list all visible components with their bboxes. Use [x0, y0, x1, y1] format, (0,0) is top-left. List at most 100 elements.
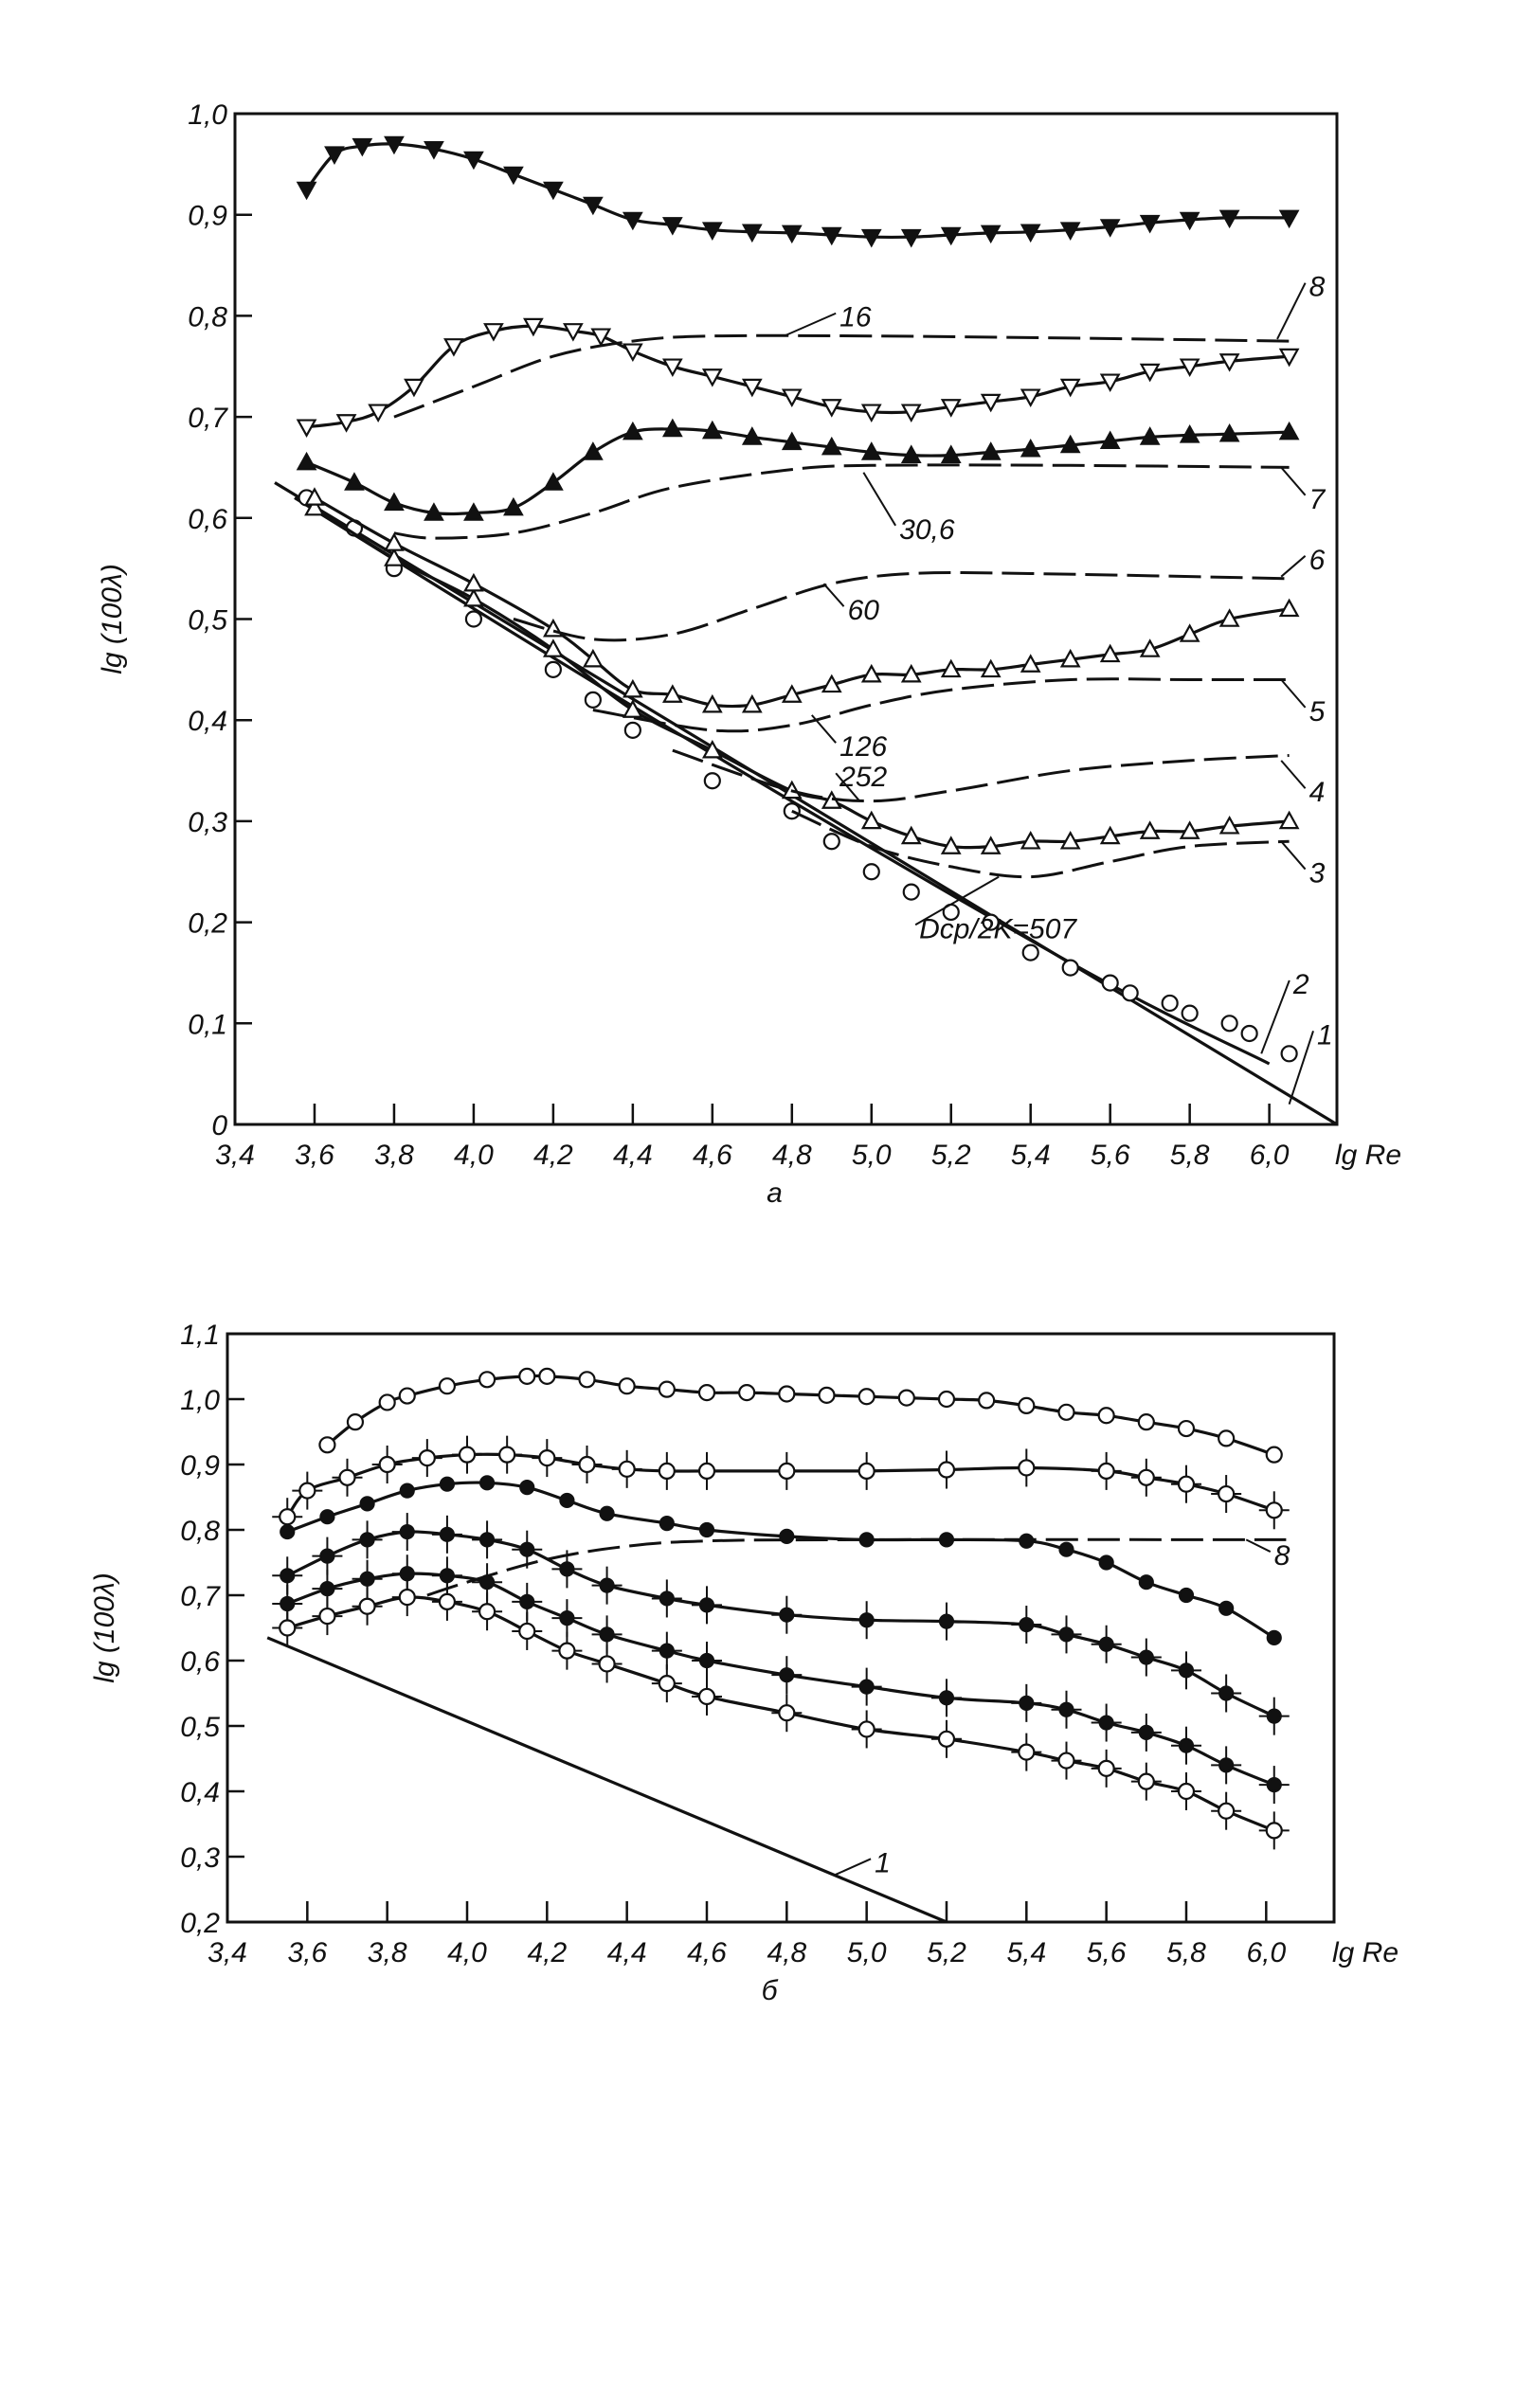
- data-point: [1020, 830, 1041, 850]
- y-tick-label: 0: [211, 1110, 227, 1141]
- annotation-label: 2: [1292, 969, 1309, 1000]
- data-point: [519, 1541, 535, 1557]
- data-point: [1137, 1413, 1155, 1431]
- data-point: [1177, 1419, 1196, 1438]
- data-point: [1181, 1004, 1199, 1022]
- y-tick-label: 1,0: [180, 1385, 220, 1416]
- data-point: [1020, 388, 1041, 408]
- data-point: [900, 404, 922, 423]
- data-point: [1059, 648, 1081, 668]
- data-point: [1179, 820, 1200, 839]
- data-point: [1179, 211, 1200, 231]
- data-point: [538, 1448, 556, 1467]
- data-point: [1059, 830, 1081, 850]
- series-curve-5-126-: [592, 677, 1290, 733]
- data-point: [1218, 1484, 1236, 1503]
- data-point: [1278, 348, 1300, 368]
- annotation-label: 6: [1309, 545, 1326, 576]
- data-point: [897, 1389, 915, 1407]
- y-tick-label: 0,3: [188, 807, 227, 838]
- data-point: [1138, 1724, 1154, 1741]
- data-point: [498, 1446, 516, 1464]
- data-point: [1098, 1554, 1114, 1571]
- data-point: [741, 378, 763, 398]
- data-point: [280, 1595, 296, 1612]
- data-point: [438, 1592, 457, 1611]
- series-line: [286, 1481, 1275, 1640]
- data-point: [1020, 438, 1041, 458]
- data-point: [703, 772, 721, 790]
- data-point: [698, 1652, 715, 1669]
- data-point: [1099, 219, 1121, 238]
- data-point: [1177, 1475, 1196, 1493]
- data-point: [781, 388, 803, 408]
- annotation-leader: [914, 875, 1000, 926]
- data-point: [1097, 1759, 1115, 1777]
- annotation-leader: [1280, 466, 1307, 496]
- data-point: [1218, 1802, 1236, 1820]
- data-point: [779, 1667, 795, 1683]
- data-point: [439, 1568, 456, 1584]
- data-point: [1058, 1701, 1074, 1717]
- data-point: [980, 441, 1002, 460]
- data-point: [1098, 1715, 1114, 1731]
- series-curve-6-60-: [513, 570, 1290, 642]
- annotation-leader: [1276, 282, 1307, 340]
- data-point: [583, 441, 604, 460]
- data-point: [698, 1521, 715, 1538]
- data-point: [697, 1462, 716, 1481]
- data-point: [1218, 608, 1240, 627]
- data-point: [384, 548, 405, 566]
- data-point: [1020, 654, 1041, 673]
- annotation-leader: [1245, 1538, 1272, 1553]
- data-point: [940, 399, 962, 418]
- data-point: [821, 436, 842, 456]
- data-point: [478, 1475, 496, 1491]
- x-tick-label: 3,8: [374, 1140, 414, 1171]
- y-axis-label: lg (100λ): [97, 564, 128, 674]
- series-series-e: [272, 1554, 1290, 1805]
- data-point: [1280, 1045, 1298, 1063]
- data-point: [359, 1532, 375, 1548]
- data-point: [1218, 815, 1240, 835]
- panel-label: а: [767, 1177, 783, 1209]
- x-tick-label: 5,2: [927, 1937, 966, 1968]
- data-point: [1101, 974, 1119, 992]
- data-point: [599, 1626, 615, 1643]
- data-point: [937, 1390, 956, 1409]
- data-point: [1218, 1685, 1235, 1701]
- data-point: [623, 721, 641, 739]
- data-point: [319, 1548, 335, 1564]
- series-dcp-2k-507-data: [298, 489, 1298, 1063]
- data-point: [503, 496, 524, 516]
- series-line: [791, 809, 1290, 879]
- y-tick-label: 0,8: [180, 1516, 220, 1547]
- data-point: [1097, 1462, 1115, 1481]
- data-point: [578, 1371, 596, 1389]
- data-point: [359, 1571, 375, 1587]
- data-point: [661, 684, 683, 703]
- data-point: [661, 358, 683, 378]
- data-point: [821, 674, 842, 693]
- data-point: [318, 1607, 336, 1626]
- y-tick-label: 0,9: [180, 1450, 220, 1482]
- series-series-b: [272, 1435, 1290, 1536]
- data-point: [1018, 1459, 1036, 1477]
- x-tick-label: 4,6: [693, 1140, 732, 1171]
- x-tick-label: 4,8: [767, 1937, 806, 1968]
- data-point: [384, 492, 405, 512]
- data-point: [304, 487, 325, 506]
- data-point: [1019, 1616, 1035, 1633]
- data-point: [862, 863, 880, 881]
- data-point: [1099, 643, 1121, 663]
- data-point: [346, 1413, 365, 1431]
- data-point: [1265, 1446, 1283, 1464]
- annotation-label: 30,6: [899, 514, 955, 546]
- data-point: [599, 1505, 615, 1521]
- data-point: [1218, 422, 1240, 442]
- x-tick-label: 3,4: [208, 1937, 247, 1968]
- data-point: [298, 1482, 316, 1500]
- series-curve-4-252-: [672, 748, 1290, 803]
- data-point: [584, 691, 602, 709]
- annotation-label: 1: [1317, 1019, 1333, 1051]
